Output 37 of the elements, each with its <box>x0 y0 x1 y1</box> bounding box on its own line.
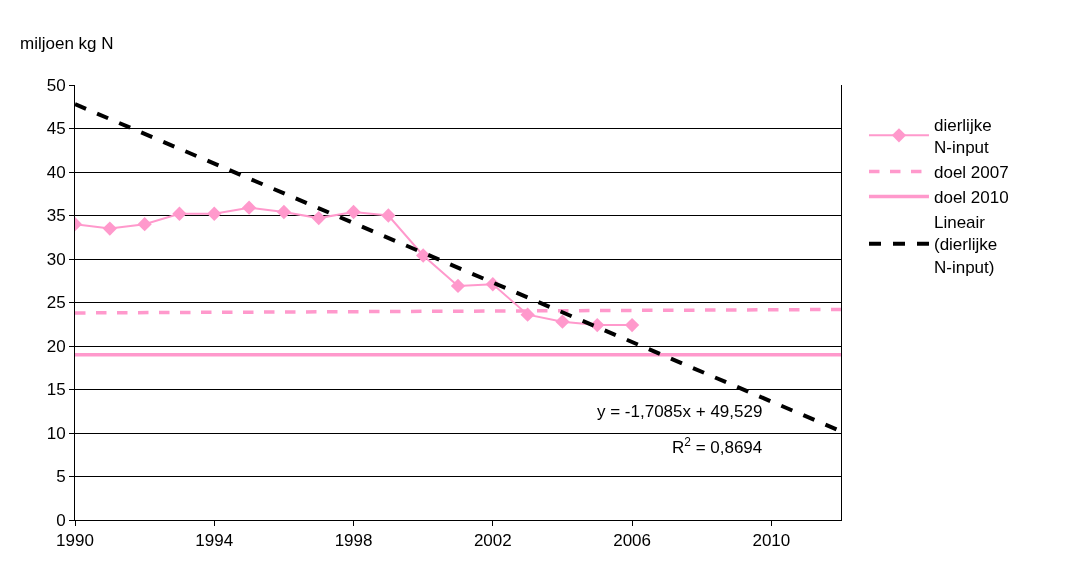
annotation: y = -1,7085x + 49,529 <box>597 402 763 421</box>
y-tick-label: 30 <box>46 249 66 269</box>
y-axis-title: miljoen kg N <box>20 34 114 53</box>
x-tick-label: 2006 <box>613 531 651 551</box>
point <box>311 210 326 226</box>
point <box>381 208 396 223</box>
y-tick-label: 45 <box>46 119 66 139</box>
x-tick-label: 2010 <box>752 531 791 551</box>
point <box>276 204 292 220</box>
y-tick-label: 10 <box>46 423 66 443</box>
x-tick-label: 2002 <box>473 531 512 551</box>
y-tick-label: 25 <box>46 293 66 313</box>
y-tick-label: 50 <box>46 75 66 95</box>
point <box>520 307 535 322</box>
x-tick-label: 1998 <box>334 531 373 551</box>
legend-label: doel 2010 <box>933 188 1009 208</box>
x-tick-label: 1994 <box>195 531 234 551</box>
point <box>172 206 187 221</box>
point <box>207 206 222 221</box>
legend-label: Lineair (dierlijke N-input) <box>933 213 998 277</box>
point <box>450 278 466 294</box>
legend-label: doel 2007 <box>933 163 1009 183</box>
y-tick-label: 0 <box>56 510 66 530</box>
point <box>416 248 431 263</box>
point <box>241 200 257 215</box>
point <box>346 204 361 220</box>
point <box>624 317 640 333</box>
annotation: R$^{2}$ = 0,8694 <box>672 435 763 458</box>
y-tick-label: 5 <box>56 467 66 487</box>
point <box>555 314 570 329</box>
y-tick-label: 40 <box>46 162 66 182</box>
y-tick-label: 15 <box>46 380 66 400</box>
point <box>102 221 117 236</box>
x-tick-label: 1990 <box>56 531 94 551</box>
point <box>137 217 152 232</box>
y-tick-label: 20 <box>46 336 66 356</box>
y-tick-label: 35 <box>46 206 66 226</box>
